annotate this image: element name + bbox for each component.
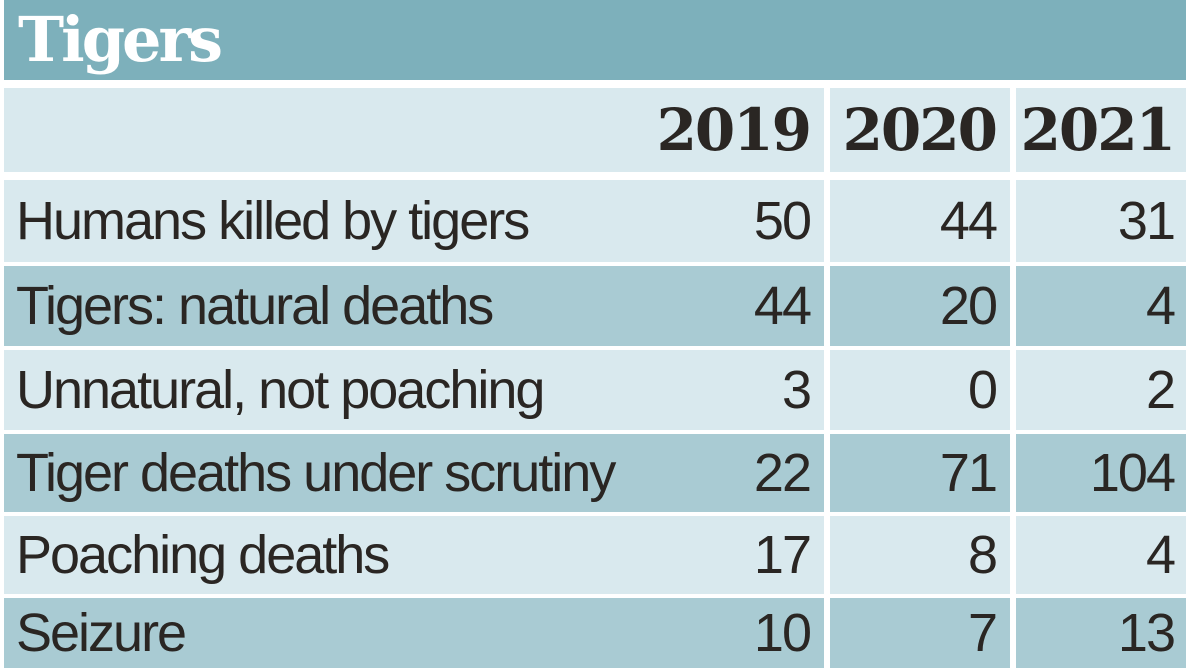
table-row: Humans killed by tigers 50 44 31 bbox=[4, 180, 1186, 262]
header-row: 2019 2020 2021 bbox=[4, 88, 1186, 172]
header-2019: 2019 bbox=[656, 96, 812, 164]
value-2019: 3 bbox=[781, 360, 812, 420]
table-row: Unnatural, not poaching 3 0 2 bbox=[4, 350, 1186, 430]
value-2020: 8 bbox=[967, 525, 998, 585]
value-2019: 50 bbox=[753, 191, 812, 251]
value-2020: 0 bbox=[967, 360, 998, 420]
value-2021: 31 bbox=[1117, 191, 1176, 251]
value-2020: 20 bbox=[939, 276, 998, 336]
value-2019: 22 bbox=[753, 443, 812, 503]
row-label: Seizure bbox=[16, 603, 187, 663]
row-label: Unnatural, not poaching bbox=[16, 360, 545, 420]
table-row: Tiger deaths under scrutiny 22 71 104 bbox=[4, 434, 1186, 512]
value-2020: 44 bbox=[939, 191, 998, 251]
row-label: Tiger deaths under scrutiny bbox=[16, 443, 616, 503]
table-row: Poaching deaths 17 8 4 bbox=[4, 516, 1186, 594]
row-label: Poaching deaths bbox=[16, 525, 390, 585]
value-2021: 2 bbox=[1145, 360, 1176, 420]
row-label: Humans killed by tigers bbox=[16, 191, 530, 251]
value-2021: 4 bbox=[1145, 276, 1176, 336]
table-title: Tigers bbox=[18, 3, 223, 76]
table-row: Tigers: natural deaths 44 20 4 bbox=[4, 266, 1186, 346]
value-2019: 44 bbox=[753, 276, 812, 336]
table-row: Seizure 10 7 13 bbox=[4, 598, 1186, 668]
value-2021: 13 bbox=[1117, 603, 1176, 663]
title-bar: Tigers bbox=[4, 0, 1186, 80]
value-2019: 10 bbox=[753, 603, 812, 663]
value-2021: 4 bbox=[1145, 525, 1176, 585]
header-2020: 2020 bbox=[842, 96, 998, 164]
value-2020: 7 bbox=[967, 603, 998, 663]
value-2019: 17 bbox=[753, 525, 812, 585]
tigers-table: Tigers 2019 2020 2021 Humans killed by t… bbox=[4, 0, 1186, 668]
value-2021: 104 bbox=[1089, 443, 1176, 503]
header-2021: 2021 bbox=[1020, 96, 1176, 164]
row-label: Tigers: natural deaths bbox=[16, 276, 494, 336]
value-2020: 71 bbox=[939, 443, 998, 503]
